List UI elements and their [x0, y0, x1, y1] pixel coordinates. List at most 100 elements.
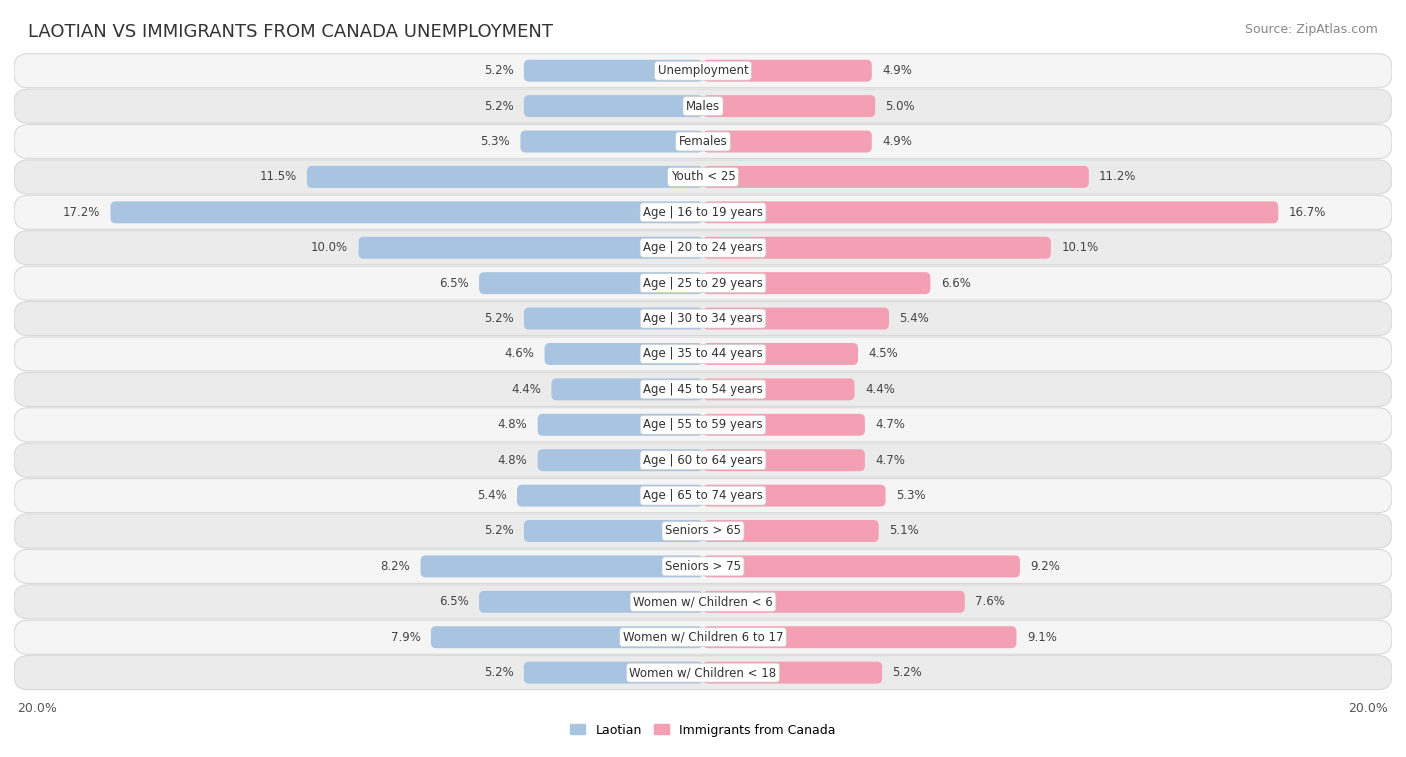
Text: 20.0%: 20.0% [17, 702, 58, 715]
FancyBboxPatch shape [703, 484, 886, 506]
FancyBboxPatch shape [430, 626, 703, 648]
Text: 5.1%: 5.1% [889, 525, 918, 537]
Text: Age | 25 to 29 years: Age | 25 to 29 years [643, 276, 763, 290]
FancyBboxPatch shape [14, 372, 1392, 407]
Text: Age | 20 to 24 years: Age | 20 to 24 years [643, 241, 763, 254]
FancyBboxPatch shape [703, 201, 1278, 223]
FancyBboxPatch shape [14, 266, 1392, 300]
Text: 9.1%: 9.1% [1026, 631, 1057, 643]
Text: Age | 55 to 59 years: Age | 55 to 59 years [643, 419, 763, 431]
Text: 11.2%: 11.2% [1099, 170, 1136, 183]
Text: 4.9%: 4.9% [882, 135, 912, 148]
Text: 4.4%: 4.4% [512, 383, 541, 396]
FancyBboxPatch shape [14, 443, 1392, 477]
Text: 10.0%: 10.0% [311, 241, 349, 254]
Text: 6.5%: 6.5% [439, 595, 468, 609]
Text: 5.2%: 5.2% [484, 666, 513, 679]
FancyBboxPatch shape [703, 626, 1017, 648]
Text: 5.0%: 5.0% [886, 100, 915, 113]
Text: Females: Females [679, 135, 727, 148]
FancyBboxPatch shape [703, 95, 875, 117]
Text: LAOTIAN VS IMMIGRANTS FROM CANADA UNEMPLOYMENT: LAOTIAN VS IMMIGRANTS FROM CANADA UNEMPL… [28, 23, 553, 41]
Text: 5.2%: 5.2% [484, 100, 513, 113]
Text: Age | 45 to 54 years: Age | 45 to 54 years [643, 383, 763, 396]
FancyBboxPatch shape [14, 514, 1392, 548]
FancyBboxPatch shape [703, 520, 879, 542]
Text: 4.7%: 4.7% [875, 453, 905, 466]
Text: 5.2%: 5.2% [484, 525, 513, 537]
Text: 5.3%: 5.3% [896, 489, 925, 502]
Text: Seniors > 65: Seniors > 65 [665, 525, 741, 537]
Text: 4.7%: 4.7% [875, 419, 905, 431]
Text: Age | 65 to 74 years: Age | 65 to 74 years [643, 489, 763, 502]
Text: 11.5%: 11.5% [259, 170, 297, 183]
FancyBboxPatch shape [524, 60, 703, 82]
FancyBboxPatch shape [14, 160, 1392, 194]
FancyBboxPatch shape [703, 414, 865, 436]
FancyBboxPatch shape [703, 662, 882, 684]
FancyBboxPatch shape [14, 620, 1392, 654]
Text: Source: ZipAtlas.com: Source: ZipAtlas.com [1244, 23, 1378, 36]
FancyBboxPatch shape [14, 89, 1392, 123]
FancyBboxPatch shape [420, 556, 703, 578]
Text: Age | 35 to 44 years: Age | 35 to 44 years [643, 347, 763, 360]
Text: Unemployment: Unemployment [658, 64, 748, 77]
Text: 9.2%: 9.2% [1031, 560, 1060, 573]
FancyBboxPatch shape [520, 130, 703, 152]
FancyBboxPatch shape [537, 414, 703, 436]
Text: Age | 30 to 34 years: Age | 30 to 34 years [643, 312, 763, 325]
Text: 5.3%: 5.3% [481, 135, 510, 148]
Text: 10.1%: 10.1% [1062, 241, 1098, 254]
FancyBboxPatch shape [479, 591, 703, 613]
Text: Males: Males [686, 100, 720, 113]
Text: 5.2%: 5.2% [484, 64, 513, 77]
FancyBboxPatch shape [703, 130, 872, 152]
Text: 5.2%: 5.2% [484, 312, 513, 325]
Text: 5.2%: 5.2% [893, 666, 922, 679]
Text: 6.5%: 6.5% [439, 276, 468, 290]
FancyBboxPatch shape [703, 556, 1019, 578]
Text: 4.6%: 4.6% [505, 347, 534, 360]
FancyBboxPatch shape [111, 201, 703, 223]
FancyBboxPatch shape [703, 237, 1050, 259]
FancyBboxPatch shape [14, 585, 1392, 618]
FancyBboxPatch shape [703, 166, 1088, 188]
FancyBboxPatch shape [14, 408, 1392, 442]
FancyBboxPatch shape [703, 591, 965, 613]
FancyBboxPatch shape [524, 662, 703, 684]
FancyBboxPatch shape [517, 484, 703, 506]
FancyBboxPatch shape [14, 656, 1392, 690]
FancyBboxPatch shape [703, 343, 858, 365]
FancyBboxPatch shape [703, 60, 872, 82]
FancyBboxPatch shape [703, 378, 855, 400]
Text: 20.0%: 20.0% [1348, 702, 1389, 715]
Text: 8.2%: 8.2% [381, 560, 411, 573]
Text: Age | 16 to 19 years: Age | 16 to 19 years [643, 206, 763, 219]
FancyBboxPatch shape [14, 195, 1392, 229]
FancyBboxPatch shape [14, 478, 1392, 512]
FancyBboxPatch shape [479, 273, 703, 294]
Text: 4.8%: 4.8% [498, 453, 527, 466]
FancyBboxPatch shape [14, 550, 1392, 584]
Text: Age | 60 to 64 years: Age | 60 to 64 years [643, 453, 763, 466]
FancyBboxPatch shape [703, 449, 865, 471]
FancyBboxPatch shape [551, 378, 703, 400]
FancyBboxPatch shape [14, 231, 1392, 265]
Text: 7.9%: 7.9% [391, 631, 420, 643]
Text: 6.6%: 6.6% [941, 276, 970, 290]
FancyBboxPatch shape [703, 273, 931, 294]
FancyBboxPatch shape [544, 343, 703, 365]
Text: Women w/ Children 6 to 17: Women w/ Children 6 to 17 [623, 631, 783, 643]
Text: 16.7%: 16.7% [1289, 206, 1326, 219]
FancyBboxPatch shape [359, 237, 703, 259]
Text: Women w/ Children < 18: Women w/ Children < 18 [630, 666, 776, 679]
Text: 5.4%: 5.4% [900, 312, 929, 325]
Legend: Laotian, Immigrants from Canada: Laotian, Immigrants from Canada [565, 718, 841, 742]
Text: 4.5%: 4.5% [869, 347, 898, 360]
FancyBboxPatch shape [307, 166, 703, 188]
Text: 7.6%: 7.6% [976, 595, 1005, 609]
Text: 4.4%: 4.4% [865, 383, 894, 396]
Text: Women w/ Children < 6: Women w/ Children < 6 [633, 595, 773, 609]
Text: 4.8%: 4.8% [498, 419, 527, 431]
FancyBboxPatch shape [524, 307, 703, 329]
